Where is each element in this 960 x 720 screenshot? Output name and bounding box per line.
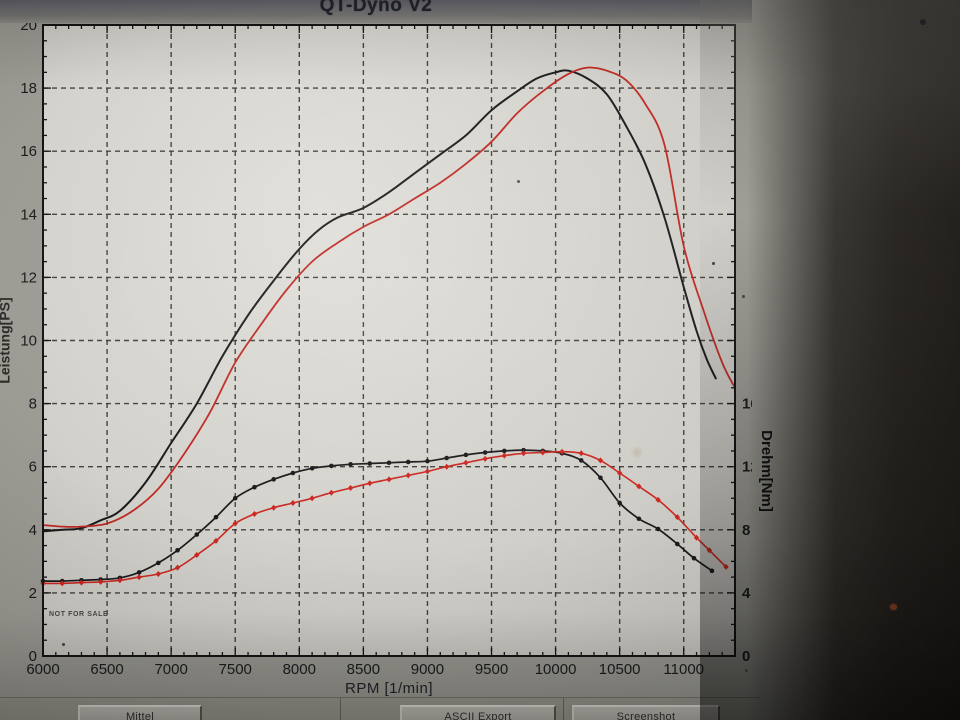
- window-titlebar: QT-Dyno V2: [0, 0, 752, 23]
- svg-text:10500: 10500: [599, 661, 641, 678]
- ascii-export-button[interactable]: ASCII Export: [400, 705, 556, 720]
- svg-text:8: 8: [742, 522, 750, 539]
- right-axis-title: Drehm[Nm]: [758, 430, 775, 512]
- toolbar-divider: [340, 697, 341, 720]
- not-for-sale-watermark: NOT FOR SALE: [49, 611, 109, 618]
- svg-text:7000: 7000: [154, 661, 187, 678]
- bottom-toolbar: Mittel ASCII Export Screenshot: [0, 697, 760, 720]
- svg-text:2: 2: [29, 585, 37, 602]
- svg-text:6: 6: [29, 459, 37, 476]
- svg-text:16: 16: [742, 396, 752, 413]
- svg-text:12: 12: [20, 269, 37, 286]
- svg-text:10: 10: [20, 333, 37, 350]
- dust-speck: [890, 604, 897, 610]
- svg-text:8000: 8000: [283, 661, 316, 678]
- mittel-button[interactable]: Mittel: [78, 705, 202, 720]
- svg-text:4: 4: [742, 585, 751, 602]
- svg-text:11000: 11000: [663, 661, 704, 678]
- screenshot-button[interactable]: Screenshot: [572, 705, 720, 720]
- svg-text:16: 16: [20, 143, 37, 160]
- svg-text:0: 0: [742, 648, 750, 665]
- dust-speck: [920, 19, 926, 25]
- svg-text:9000: 9000: [411, 661, 444, 678]
- dyno-chart: 6000 6500 7000 7500 8000 8500 9000 9500 10000 105…: [20, 24, 752, 678]
- svg-text:8: 8: [29, 396, 37, 413]
- x-axis-title: RPM [1/min]: [344, 680, 433, 697]
- svg-text:10000: 10000: [535, 661, 577, 678]
- svg-text:9500: 9500: [475, 661, 508, 678]
- toolbar-divider: [563, 697, 564, 720]
- svg-text:8500: 8500: [347, 661, 380, 678]
- window-title: QT-Dyno V2: [319, 0, 433, 16]
- svg-text:14: 14: [20, 206, 37, 223]
- left-axis-title: Leistung[PS]: [0, 297, 13, 384]
- svg-text:18: 18: [20, 80, 37, 97]
- svg-text:6000: 6000: [26, 661, 59, 678]
- svg-text:6500: 6500: [90, 661, 123, 678]
- svg-text:0: 0: [29, 648, 37, 665]
- svg-text:7500: 7500: [219, 661, 252, 678]
- svg-text:4: 4: [29, 522, 37, 539]
- svg-text:12: 12: [742, 459, 752, 476]
